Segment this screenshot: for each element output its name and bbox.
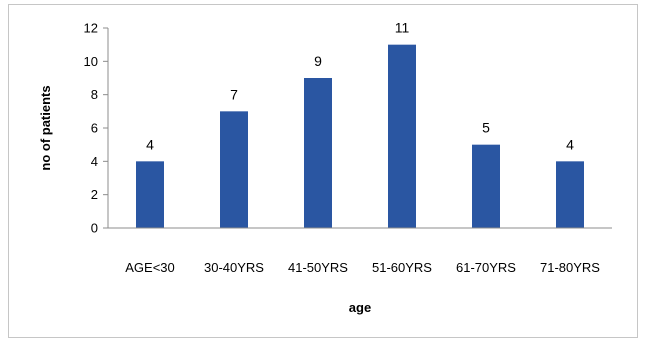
y-axis-title: no of patients: [38, 85, 53, 170]
data-label: 7: [230, 86, 238, 102]
y-tick-label: 2: [91, 187, 98, 202]
y-tick-label: 0: [91, 221, 98, 236]
x-axis-tick-labels: AGE<30 30-40YRS 41-50YRS 51-60YRS 61-70YRS 71…: [125, 260, 600, 275]
x-tick-label: 30-40YRS: [204, 260, 264, 275]
bar: [220, 111, 248, 228]
data-labels: 4 7 9 11 5 4: [146, 20, 574, 153]
data-label: 4: [146, 136, 154, 152]
x-axis-title: age: [349, 300, 371, 315]
y-tick-label: 10: [84, 54, 98, 69]
x-tick-label: 61-70YRS: [456, 260, 516, 275]
data-label: 5: [482, 120, 490, 136]
y-tick-label: 8: [91, 87, 98, 102]
x-tick-label: 41-50YRS: [288, 260, 348, 275]
bar: [136, 161, 164, 228]
y-tick-label: 12: [84, 21, 98, 36]
y-axis-ticks: 0 2 4 6 8 10 12: [84, 21, 108, 236]
bar: [388, 44, 416, 228]
y-tick-label: 6: [91, 121, 98, 136]
bar: [472, 144, 500, 228]
bars: [136, 44, 584, 228]
x-tick-label: AGE<30: [125, 260, 175, 275]
data-label: 9: [314, 53, 322, 69]
data-label: 4: [566, 136, 574, 152]
bar: [556, 161, 584, 228]
bar: [304, 78, 332, 228]
x-tick-label: 71-80YRS: [540, 260, 600, 275]
y-tick-label: 4: [91, 154, 98, 169]
x-tick-label: 51-60YRS: [372, 260, 432, 275]
data-label: 11: [395, 20, 410, 36]
